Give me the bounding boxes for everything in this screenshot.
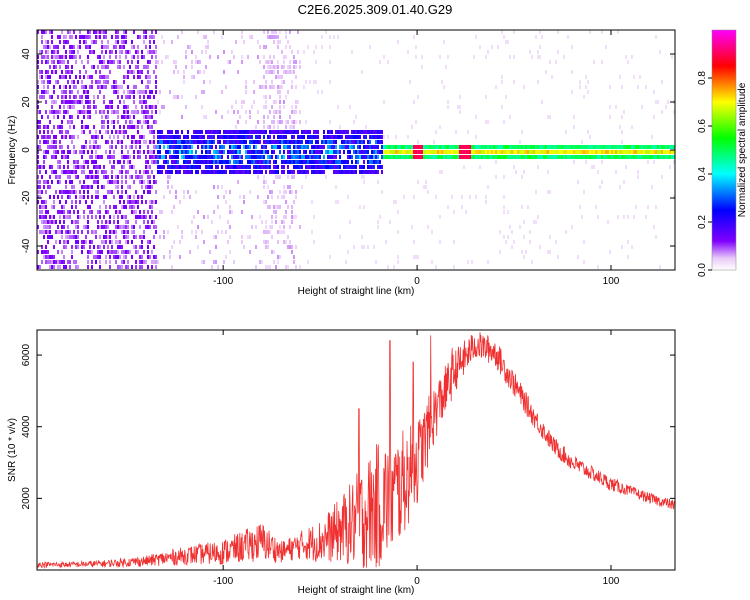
spectrogram-ytick-label: -20: [21, 190, 32, 205]
snr-ytick-label: 4000: [21, 415, 32, 438]
snr-panel: -100 0 100 2000 4000 6000 Height of straight …: [7, 329, 676, 596]
colorbar-label: Normalized spectral amplitude: [737, 82, 748, 217]
snr-xlabel: Height of straight line (km): [298, 585, 415, 596]
spectrogram-ytick-label: 0: [21, 147, 32, 153]
snr-ticks: -100 0 100 2000 4000 6000: [21, 330, 675, 587]
snr-line-area: [37, 332, 675, 569]
spectrogram-ylabel: Frequency (Hz): [7, 116, 18, 185]
spectrogram-heatmap: [37, 30, 675, 269]
spectrogram-xlabel: Height of straight line (km): [298, 286, 415, 297]
snr-xtick-label: -100: [213, 576, 233, 587]
colorbar-ticks: 0.0 0.2 0.4 0.6 0.8: [697, 71, 712, 277]
colorbar-tick-label: 0.2: [697, 215, 708, 229]
spectrogram-ytick-label: 40: [21, 48, 32, 60]
snr-frame: [36, 329, 676, 571]
spectrogram-panel: -100 0 100 -40 -20 0 20 40 Height of straight l…: [7, 29, 676, 297]
snr-xtick-label: 0: [414, 576, 420, 587]
figure-title: C2E6.2025.309.01.40.G29: [298, 2, 453, 17]
spectrogram-xtick-label: 0: [414, 276, 420, 287]
spectrogram-ytick-label: 20: [21, 96, 32, 108]
snr-ytick-label: 6000: [21, 344, 32, 367]
snr-ylabel: SNR (10 * v/v): [7, 418, 18, 482]
spectrogram-xtick-label: -100: [213, 276, 233, 287]
snr-ytick-label: 2000: [21, 487, 32, 510]
colorbar: 0.0 0.2 0.4 0.6 0.8 Normalized spectral ampl…: [697, 29, 748, 277]
colorbar-gradient: [711, 29, 737, 271]
spectrogram-cells: [37, 30, 675, 269]
colorbar-tick-label: 0.8: [697, 71, 708, 85]
snr-xtick-label: 100: [603, 576, 620, 587]
spectrogram-ytick-label: -40: [21, 238, 32, 253]
colorbar-tick-label: 0.0: [697, 263, 708, 277]
spectrogram-xtick-label: 100: [603, 276, 620, 287]
snr-series-line: [37, 332, 675, 569]
spectrogram-ticks: -100 0 100 -40 -20 0 20 40: [21, 30, 675, 287]
colorbar-tick-label: 0.6: [697, 119, 708, 133]
colorbar-tick-label: 0.4: [697, 167, 708, 181]
